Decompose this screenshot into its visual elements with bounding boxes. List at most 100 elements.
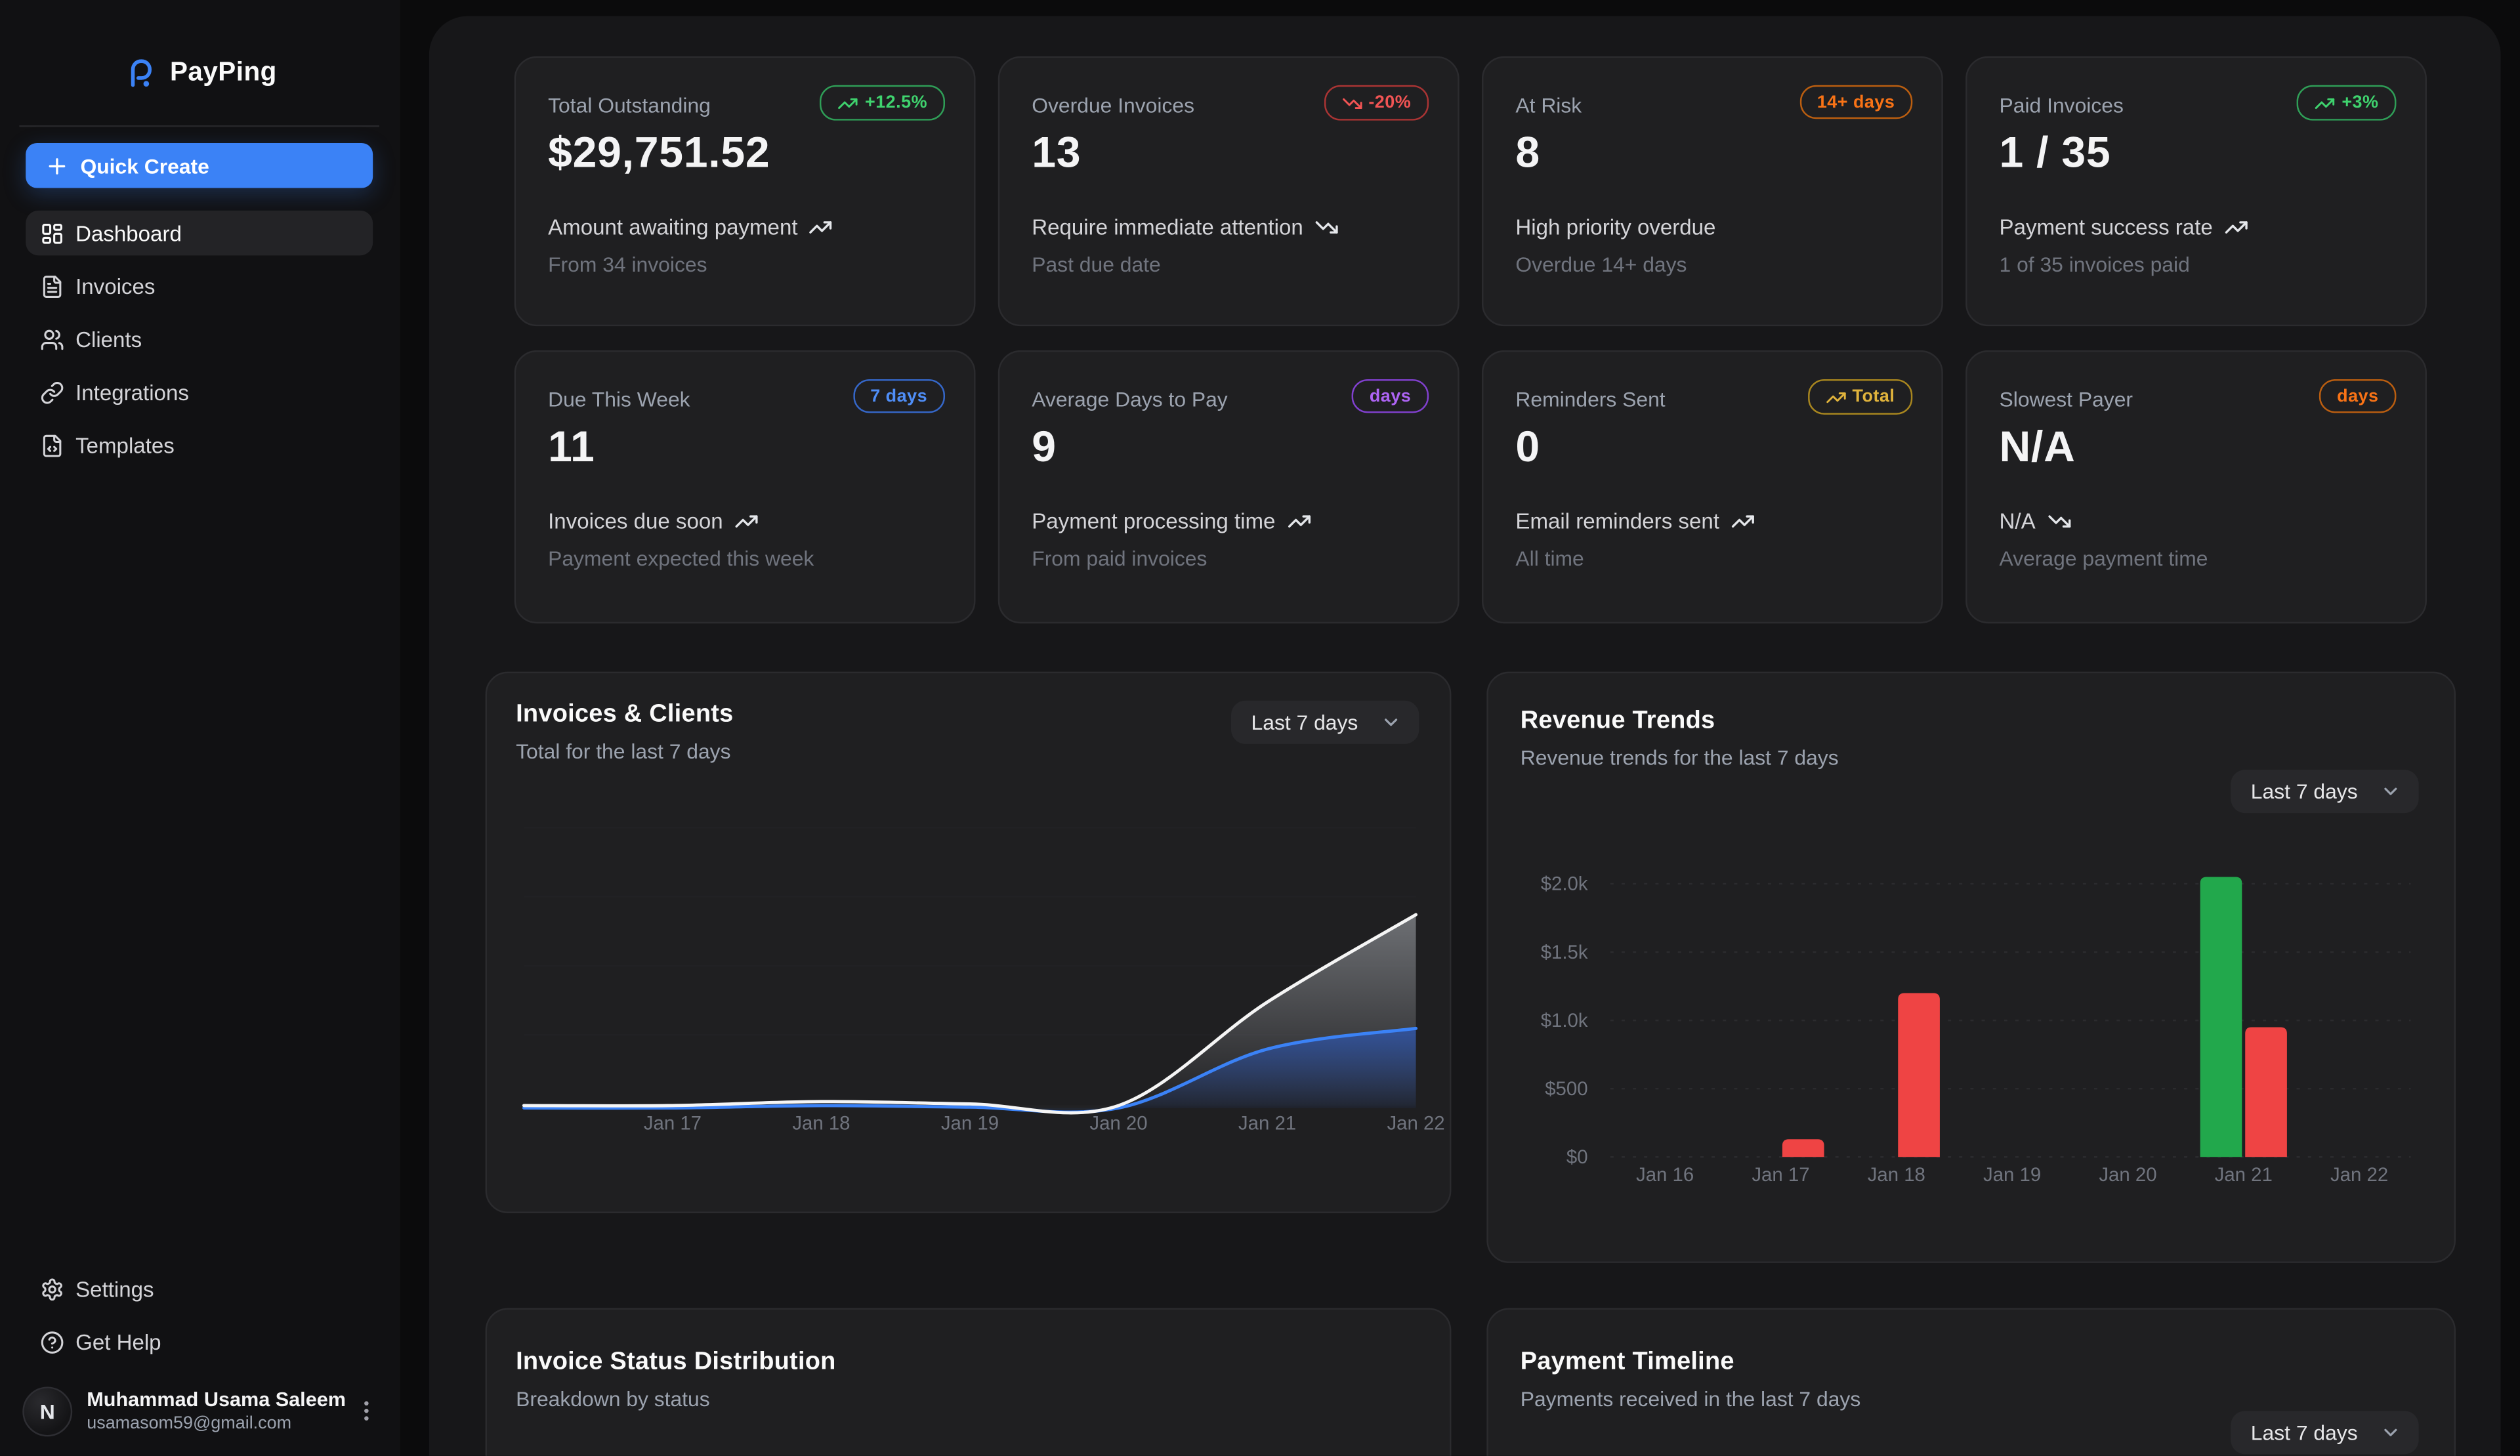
status-badge: 14+ days xyxy=(1799,85,1913,119)
brand-name: PayPing xyxy=(169,56,277,87)
file-code-icon xyxy=(40,433,64,457)
plus-icon xyxy=(45,154,70,178)
sidebar-item-integrations[interactable]: Integrations xyxy=(26,369,373,415)
users-icon xyxy=(40,327,64,351)
svg-text:Jan 17: Jan 17 xyxy=(1752,1164,1809,1186)
more-vertical-icon[interactable] xyxy=(354,1398,379,1424)
svg-text:$1.5k: $1.5k xyxy=(1541,942,1588,963)
stat-title: Due This Week xyxy=(548,387,690,411)
stat-subtitle: Email reminders sent xyxy=(1515,509,1754,533)
stat-card-slowest-payer: Slowest Payer days N/A N/A Average payme… xyxy=(1965,350,2427,624)
stat-title: Paid Invoices xyxy=(1999,93,2124,117)
invoice-status-card: Invoice Status Distribution Breakdown by… xyxy=(485,1308,1452,1456)
stat-subtitle: Require immediate attention xyxy=(1032,215,1338,239)
svg-text:Jan 19: Jan 19 xyxy=(941,1113,999,1134)
range-value: Last 7 days xyxy=(2250,779,2358,804)
stat-card-at-risk: At Risk 14+ days 8 High priority overdue… xyxy=(1481,56,1943,327)
stat-sub-label: Invoices due soon xyxy=(548,509,723,534)
stat-value: 8 xyxy=(1515,128,1540,177)
svg-text:Jan 16: Jan 16 xyxy=(1636,1164,1694,1186)
nav-label: Clients xyxy=(75,327,142,352)
user-menu[interactable]: N Muhammad Usama Saleem usamasom59@gmail… xyxy=(19,1377,382,1445)
svg-text:$500: $500 xyxy=(1545,1078,1587,1100)
invoices-clients-card: Invoices & Clients Total for the last 7 … xyxy=(485,671,1452,1213)
sidebar-item-templates[interactable]: Templates xyxy=(26,423,373,468)
status-badge: +3% xyxy=(2296,85,2397,121)
stat-card-reminders-sent: Reminders Sent Total 0 Email reminders s… xyxy=(1481,350,1943,624)
quick-create-label: Quick Create xyxy=(80,153,209,178)
stat-card-paid-invoices: Paid Invoices +3% 1 / 35 Payment success… xyxy=(1965,56,2427,327)
status-badge: -20% xyxy=(1323,85,1429,121)
chevron-down-icon xyxy=(2380,1422,2401,1443)
stat-note: Average payment time xyxy=(1999,546,2208,571)
svg-text:Jan 18: Jan 18 xyxy=(1868,1164,1925,1186)
stat-title: Overdue Invoices xyxy=(1032,93,1195,117)
sidebar-item-get-help[interactable]: Get Help xyxy=(26,1320,373,1365)
stat-value: 0 xyxy=(1515,423,1540,471)
gear-icon xyxy=(40,1277,64,1301)
avatar: N xyxy=(22,1386,73,1436)
sidebar-nav: Dashboard Invoices Clients Integrations … xyxy=(26,210,373,468)
stat-title: Slowest Payer xyxy=(1999,387,2133,411)
trending-up-icon xyxy=(837,93,858,114)
svg-text:$2.0k: $2.0k xyxy=(1541,873,1588,895)
nav-label: Templates xyxy=(75,433,175,457)
status-badge: days xyxy=(2319,379,2397,413)
stat-card-total-outstanding: Total Outstanding +12.5% $29,751.52 Amou… xyxy=(514,56,976,327)
range-value: Last 7 days xyxy=(2250,1420,2358,1445)
badge-label: +3% xyxy=(2342,93,2379,113)
stat-subtitle: Payment success rate xyxy=(2000,215,2248,239)
stat-card-average-days-to-pay: Average Days to Pay days 9 Payment proce… xyxy=(998,350,1460,624)
stat-sub-label: Payment processing time xyxy=(1032,509,1276,534)
stat-note: From paid invoices xyxy=(1032,546,1208,571)
trending-down-icon xyxy=(1341,93,1362,114)
quick-create-button[interactable]: Quick Create xyxy=(26,142,373,188)
stat-note: From 34 invoices xyxy=(548,252,707,277)
range-select[interactable]: Last 7 days xyxy=(2229,1411,2419,1455)
stat-value: N/A xyxy=(1999,423,2076,471)
range-select[interactable]: Last 7 days xyxy=(1230,700,1419,744)
trending-up-icon xyxy=(809,215,833,239)
sidebar-item-invoices[interactable]: Invoices xyxy=(26,264,373,309)
stat-note: Overdue 14+ days xyxy=(1515,252,1687,277)
trending-down-icon xyxy=(1314,215,1339,239)
svg-text:Jan 19: Jan 19 xyxy=(1983,1164,2041,1186)
svg-text:$0: $0 xyxy=(1566,1146,1588,1168)
chart-subtitle: Total for the last 7 days xyxy=(516,739,731,764)
nav-label: Invoices xyxy=(75,274,156,299)
revenue-trends-bar-chart: $2.0k $1.5k $1.0k $500 $0 Jan 16 Jan 17 Jan 18 J… xyxy=(1541,873,2411,1186)
stat-subtitle: N/A xyxy=(2000,509,2071,533)
nav-label: Settings xyxy=(75,1276,154,1301)
payping-logo-icon xyxy=(123,55,157,89)
user-name: Muhammad Usama Saleem xyxy=(87,1388,346,1411)
svg-text:Jan 21: Jan 21 xyxy=(2215,1164,2273,1186)
trending-up-icon xyxy=(734,509,759,533)
trending-up-icon xyxy=(2224,215,2248,239)
nav-label: Dashboard xyxy=(75,220,182,245)
user-email: usamasom59@gmail.com xyxy=(87,1414,292,1434)
status-badge: days xyxy=(1351,379,1429,413)
sidebar-item-settings[interactable]: Settings xyxy=(26,1266,373,1312)
stat-title: Reminders Sent xyxy=(1515,387,1666,411)
stat-subtitle: Invoices due soon xyxy=(548,509,758,533)
chart-title: Invoice Status Distribution xyxy=(516,1348,836,1376)
svg-text:Jan 20: Jan 20 xyxy=(1089,1113,1147,1134)
payment-timeline-card: Payment Timeline Payments received in th… xyxy=(1486,1308,2456,1456)
chart-title: Payment Timeline xyxy=(1520,1348,1734,1376)
stat-sub-label: N/A xyxy=(1999,509,2036,534)
stat-value: 11 xyxy=(548,423,595,471)
stat-subtitle: Amount awaiting payment xyxy=(548,215,833,239)
sidebar-item-clients[interactable]: Clients xyxy=(26,316,373,362)
chart-subtitle: Revenue trends for the last 7 days xyxy=(1520,745,1839,770)
badge-label: days xyxy=(2337,386,2379,406)
range-value: Last 7 days xyxy=(1251,710,1358,735)
sidebar-item-dashboard[interactable]: Dashboard xyxy=(26,210,373,256)
range-select[interactable]: Last 7 days xyxy=(2229,770,2419,814)
chart-title: Invoices & Clients xyxy=(516,700,734,728)
stat-card-overdue-invoices: Overdue Invoices -20% 13 Require immedia… xyxy=(998,56,1460,327)
stat-title: At Risk xyxy=(1515,93,1582,117)
sidebar: PayPing Quick Create Dashboard Invoices … xyxy=(0,0,400,1456)
stat-sub-label: Payment success rate xyxy=(1999,215,2213,239)
stat-value: 9 xyxy=(1032,423,1057,471)
